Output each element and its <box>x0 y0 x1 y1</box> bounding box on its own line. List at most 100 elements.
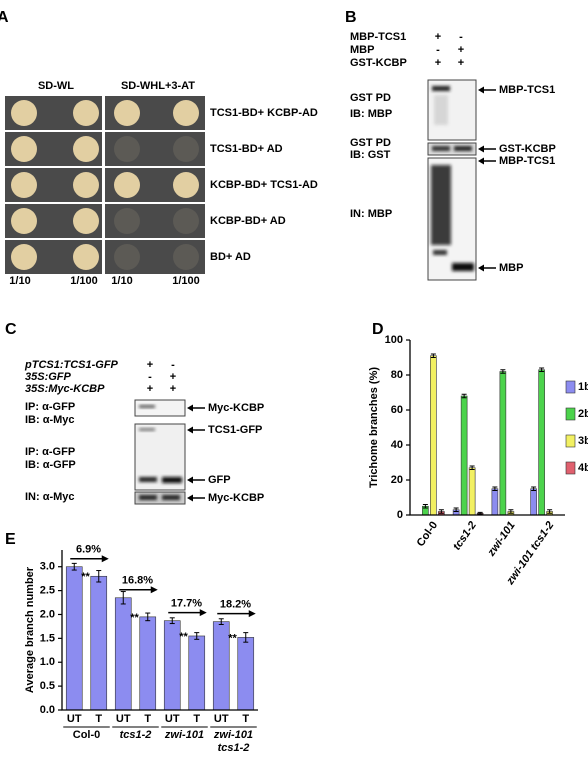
y-tick-label: 2.0 <box>40 608 55 620</box>
row-label: TCS1-BD+ KCBP-AD <box>210 107 318 119</box>
band-label: MBP-TCS1 <box>499 84 555 96</box>
arrowhead <box>248 610 256 618</box>
legend-label: 3br <box>578 435 588 447</box>
arrowhead <box>187 426 193 434</box>
blot-label: IP: α-GFP <box>25 446 75 458</box>
condition: pTCS1:TCS1-GFP <box>24 359 119 371</box>
axes <box>61 550 258 711</box>
bar <box>139 616 157 711</box>
smear <box>434 95 448 125</box>
blot-label: IB: GST <box>350 149 391 161</box>
row-label: BD+ AD <box>210 251 251 263</box>
band-label: Myc-KCBP <box>208 492 264 504</box>
blot-label: GST PD <box>350 137 391 149</box>
plate <box>105 132 205 166</box>
lane-sign: + <box>458 44 464 56</box>
plate <box>105 240 205 274</box>
x-tick-label: UT <box>165 713 180 725</box>
bar <box>188 635 206 711</box>
bar <box>499 371 507 516</box>
legend-swatch <box>565 380 576 394</box>
band <box>454 146 472 151</box>
legend-label: 1br <box>578 381 588 393</box>
row-label: KCBP-BD+ AD <box>210 215 286 227</box>
panel-label: D <box>372 321 384 338</box>
lane-sign: - <box>459 31 463 43</box>
blot-label: IB: MBP <box>350 108 392 120</box>
lane-sign: + <box>170 371 176 383</box>
y-tick-label: 0.0 <box>40 704 55 716</box>
row-label: KCBP-BD+ TCS1-AD <box>210 179 318 191</box>
significance: ** <box>130 612 139 624</box>
legend-label: 2br <box>578 408 588 420</box>
y-tick-label: 60 <box>391 404 403 416</box>
plate-title: SD-WHL+3-AT <box>121 80 195 92</box>
blot-label: IP: α-GFP <box>25 401 75 413</box>
y-tick-label: 0 <box>397 509 403 521</box>
condition: MBP-TCS1 <box>350 31 406 43</box>
panel-label: A <box>0 9 9 26</box>
significance: ** <box>81 571 90 583</box>
band-label: MBP-TCS1 <box>499 155 555 167</box>
band <box>432 146 450 151</box>
condition: 35S:Myc-KCBP <box>25 383 105 395</box>
lane-sign: + <box>147 359 153 371</box>
panel-label: B <box>345 9 357 26</box>
y-tick-label: 40 <box>391 439 403 451</box>
arrowhead <box>187 494 193 502</box>
band <box>162 477 182 483</box>
band <box>162 495 180 500</box>
x-tick-label: zwi-101 <box>485 520 518 560</box>
band-label: Myc-KCBP <box>208 402 264 414</box>
colony <box>73 208 99 234</box>
x-tick-label: UT <box>116 713 131 725</box>
y-axis-label: Trichome branches (%) <box>368 367 380 488</box>
arrowhead <box>478 145 484 153</box>
blot-c <box>134 399 186 505</box>
colony <box>114 100 140 126</box>
bar <box>114 597 132 711</box>
band <box>139 477 157 482</box>
x-tick-label: T <box>193 713 200 725</box>
band <box>139 405 155 408</box>
y-tick-label: 3.0 <box>40 561 55 573</box>
panel-label: E <box>5 531 16 548</box>
lane-sign: + <box>435 31 441 43</box>
band <box>433 250 447 255</box>
lane-sign: + <box>147 383 153 395</box>
annotation: 18.2% <box>220 599 251 611</box>
band <box>452 263 474 271</box>
blot <box>134 399 186 417</box>
y-tick-label: 100 <box>385 334 403 346</box>
bar <box>530 488 537 516</box>
colony <box>73 100 99 126</box>
significance: ** <box>228 632 237 644</box>
legend-label: 4br <box>578 462 588 474</box>
x-tick-label: T <box>144 713 151 725</box>
x-tick-label: tcs1-2 <box>451 520 479 553</box>
group-label: tcs1-2 <box>218 742 250 754</box>
group-label: Col-0 <box>73 729 101 741</box>
bar <box>212 621 230 711</box>
colony <box>11 100 37 126</box>
bar <box>491 488 499 516</box>
colony <box>73 244 99 270</box>
blot-label: IB: α-GFP <box>25 459 76 471</box>
y-tick-label: 1.5 <box>40 632 55 644</box>
band <box>432 86 450 91</box>
significance: ** <box>179 631 188 643</box>
lane-sign: + <box>170 383 176 395</box>
lane-sign: + <box>435 57 441 69</box>
group-label: tcs1-2 <box>120 729 152 741</box>
arrowhead <box>199 609 207 617</box>
colony <box>11 172 37 198</box>
blot-label: IN: α-Myc <box>25 491 75 503</box>
y-tick-label: 2.5 <box>40 585 55 597</box>
lane-sign: - <box>148 371 152 383</box>
colony <box>173 172 199 198</box>
y-tick-label: 80 <box>391 369 403 381</box>
band-label: GFP <box>208 474 231 486</box>
colony <box>173 208 199 234</box>
condition: 35S:GFP <box>25 371 72 383</box>
bar <box>538 369 545 516</box>
